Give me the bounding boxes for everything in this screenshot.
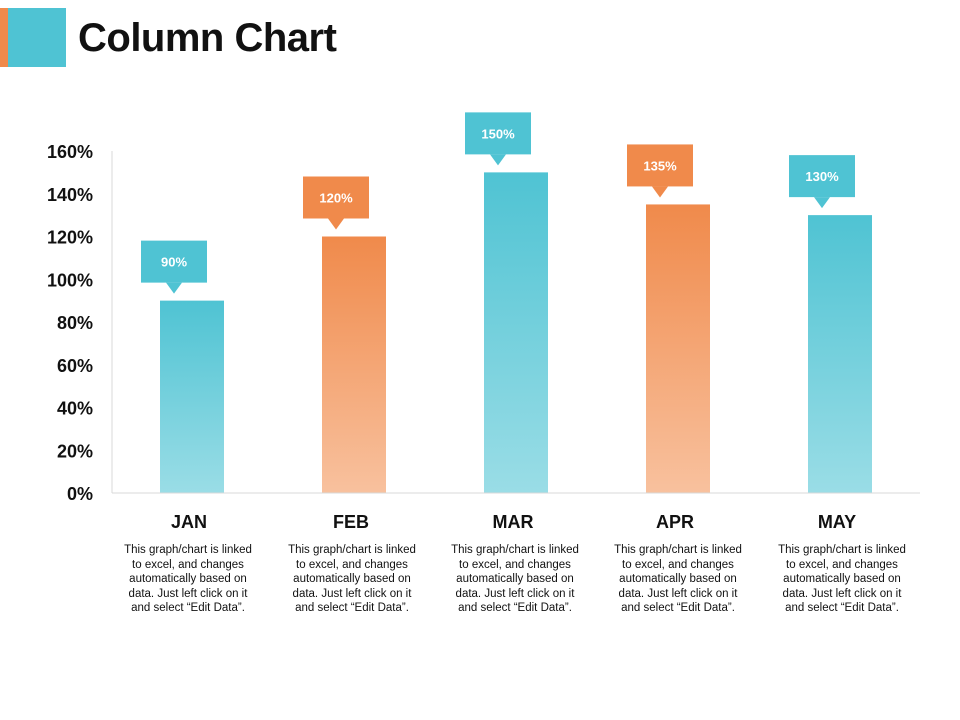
data-label-text: 150% xyxy=(481,126,515,141)
bar-may xyxy=(808,215,872,493)
bar-jan xyxy=(160,300,224,493)
bar-feb xyxy=(322,236,386,493)
callout-pointer xyxy=(166,282,182,294)
callout-pointer xyxy=(490,154,506,166)
data-label-jan: 90% xyxy=(141,240,207,294)
callout-box xyxy=(303,176,369,219)
data-label-text: 135% xyxy=(643,158,677,173)
description-jan: This graph/chart is linked to excel, and… xyxy=(124,544,252,614)
callout-box xyxy=(627,144,693,187)
x-tick-label-jan: JAN xyxy=(171,512,207,532)
y-axis: 0% 20% 40% 60% 80% 100% 120% 140% 160% xyxy=(47,142,113,504)
data-labels: 90% 120% 150% 135% 130% xyxy=(141,112,855,294)
x-tick-label-may: MAY xyxy=(818,512,856,532)
title-accent-teal xyxy=(8,8,66,67)
x-axis: JAN FEB MAR APR MAY xyxy=(112,492,920,532)
data-label-text: 130% xyxy=(805,169,839,184)
y-tick-label: 60% xyxy=(57,356,93,376)
description-may: This graph/chart is linked to excel, and… xyxy=(778,544,906,614)
y-tick-label: 20% xyxy=(57,441,93,461)
data-label-apr: 135% xyxy=(627,144,693,198)
callout-box xyxy=(465,112,531,155)
y-tick-label: 140% xyxy=(47,185,93,205)
data-label-mar: 150% xyxy=(465,112,531,166)
y-tick-label: 0% xyxy=(67,484,93,504)
description-mar: This graph/chart is linked to excel, and… xyxy=(451,544,579,614)
data-label-text: 90% xyxy=(161,255,187,270)
y-tick-label: 160% xyxy=(47,142,93,162)
data-label-feb: 120% xyxy=(303,176,369,230)
bar-apr xyxy=(646,204,710,493)
page-title: Column Chart xyxy=(78,16,337,60)
bars xyxy=(160,172,872,493)
y-tick-label: 120% xyxy=(47,228,93,248)
y-tick-label: 100% xyxy=(47,270,93,290)
x-tick-label-apr: APR xyxy=(656,512,694,532)
x-tick-label-mar: MAR xyxy=(493,512,534,532)
data-label-may: 130% xyxy=(789,155,855,209)
y-tick-label: 80% xyxy=(57,313,93,333)
bar-mar xyxy=(484,172,548,493)
data-label-text: 120% xyxy=(319,191,353,206)
callout-pointer xyxy=(328,218,344,230)
callout-box xyxy=(789,155,855,198)
description-apr: This graph/chart is linked to excel, and… xyxy=(614,544,742,614)
x-tick-label-feb: FEB xyxy=(333,512,369,532)
callout-box xyxy=(141,240,207,283)
description-feb: This graph/chart is linked to excel, and… xyxy=(288,544,416,614)
column-chart: 0% 20% 40% 60% 80% 100% 120% 140% 160% 90% 120% 15… xyxy=(47,112,920,532)
callout-pointer xyxy=(814,197,830,209)
y-tick-label: 40% xyxy=(57,399,93,419)
callout-pointer xyxy=(652,186,668,198)
